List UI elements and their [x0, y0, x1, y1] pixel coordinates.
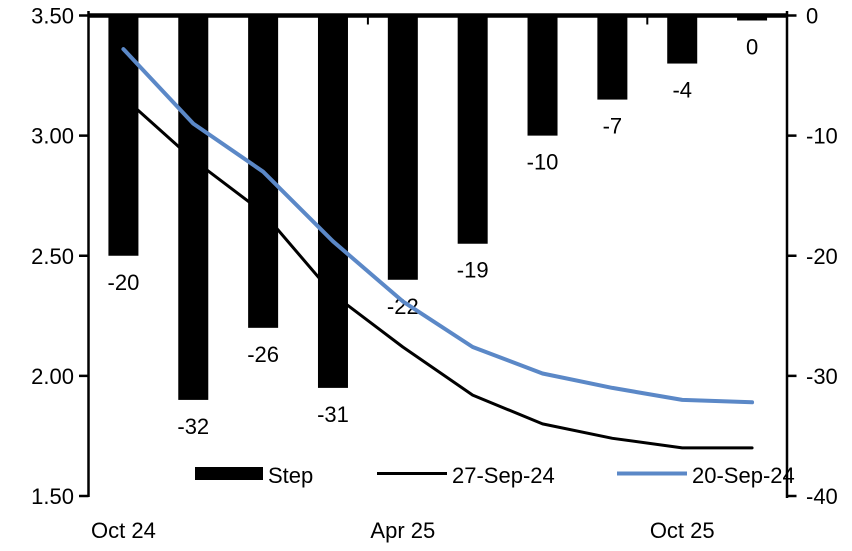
- line-20-sep-24: [121, 47, 755, 405]
- x-axis-label: Oct 24: [91, 518, 156, 543]
- legend-swatch-rect: [195, 467, 263, 480]
- left-axis-tick-label: 1.50: [31, 484, 74, 509]
- bar-value-label: -7: [603, 114, 623, 139]
- left-axis-tick-label: 3.50: [31, 4, 74, 29]
- bar-value-label: -10: [527, 150, 559, 175]
- bar-value-label: -19: [457, 258, 489, 283]
- line-27-sep-24: [121, 95, 754, 450]
- bar-value-label: -31: [317, 402, 349, 427]
- step-bar: [387, 15, 418, 280]
- step-bar: [527, 15, 558, 136]
- legend-label: 20-Sep-24: [692, 463, 795, 488]
- step-bar: [178, 15, 209, 400]
- step-bar: [317, 15, 348, 388]
- left-axis-tick-label: 2.00: [31, 364, 74, 389]
- step-bar: [457, 15, 488, 244]
- right-axis-tick-label: -10: [806, 124, 838, 149]
- left-axis-tick-label: 2.50: [31, 244, 74, 269]
- x-axis-label: Apr 25: [370, 518, 435, 543]
- bar-value-label: -4: [672, 78, 692, 103]
- right-axis-tick-label: -30: [806, 364, 838, 389]
- bar-value-label: -32: [177, 414, 209, 439]
- x-axis-label: Oct 25: [650, 518, 715, 543]
- right-axis-tick-label: -40: [806, 484, 838, 509]
- bar-value-label: -26: [247, 342, 279, 367]
- step-bar: [737, 15, 768, 21]
- legend-label: 27-Sep-24: [452, 463, 555, 488]
- bar-value-label: 0: [746, 35, 758, 60]
- bar-value-label: -20: [108, 270, 140, 295]
- step-bar: [597, 15, 628, 100]
- legend-label: Step: [268, 463, 313, 488]
- left-axis-tick-label: 3.00: [31, 124, 74, 149]
- step-bar: [108, 15, 139, 256]
- right-axis-tick-label: -20: [806, 244, 838, 269]
- right-axis-tick-label: 0: [806, 4, 818, 29]
- step-bar: [667, 15, 698, 64]
- bar-value-label: -22: [387, 294, 419, 319]
